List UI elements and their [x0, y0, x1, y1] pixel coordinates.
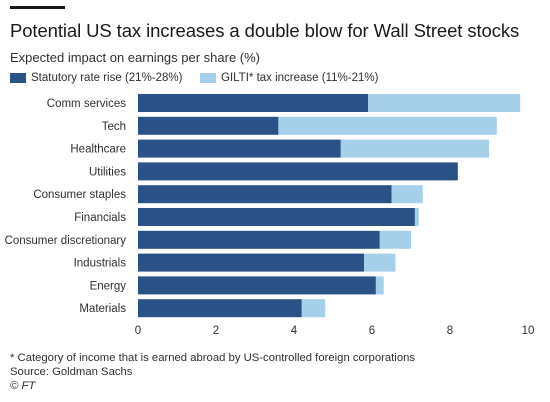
bar-gilti — [368, 94, 521, 112]
credit-text: © FT — [10, 380, 36, 392]
chart-subtitle: Expected impact on earnings per share (%… — [10, 50, 261, 65]
category-label: Comm services — [47, 98, 126, 110]
bar-statutory — [138, 299, 302, 318]
category-label: Tech — [102, 121, 126, 133]
legend-label-gilti: GILTI* tax increase (11%-21%) — [221, 72, 379, 84]
x-tick-label: 2 — [213, 325, 219, 337]
category-label: Consumer discretionary — [5, 235, 127, 247]
legend-item-statutory: Statutory rate rise (21%-28%) — [10, 72, 182, 84]
chart-title: Potential US tax increases a double blow… — [10, 20, 520, 41]
legend-label-statutory: Statutory rate rise (21%-28%) — [31, 72, 183, 84]
x-tick-label: 6 — [369, 325, 375, 337]
legend-item-gilti: GILTI* tax increase (11%-21%) — [200, 72, 378, 84]
bar-statutory — [138, 116, 279, 135]
x-tick-label: 4 — [291, 325, 298, 337]
bar-statutory — [138, 139, 341, 158]
legend-swatch-statutory — [10, 73, 26, 83]
x-tick-label: 10 — [522, 325, 535, 337]
bar-gilti — [414, 208, 419, 226]
bar-gilti — [391, 185, 423, 204]
chart-footer: * Category of income that is earned abro… — [10, 351, 415, 393]
legend-swatch-gilti — [200, 73, 216, 83]
category-label: Industrials — [74, 258, 127, 270]
bar-gilti — [379, 230, 411, 249]
bar-statutory — [138, 185, 392, 204]
category-label: Utilities — [89, 166, 126, 178]
bar-gilti — [375, 276, 384, 295]
bar-statutory — [138, 94, 369, 112]
category-label: Healthcare — [70, 144, 126, 156]
source-text: Source: Goldman Sachs — [10, 366, 133, 378]
bar-gilti — [364, 253, 396, 272]
bar-statutory — [138, 162, 458, 181]
footnote-text: * Category of income that is earned abro… — [10, 352, 416, 364]
category-label: Consumer staples — [33, 189, 126, 201]
bar-gilti — [278, 116, 497, 135]
bar-statutory — [138, 230, 380, 249]
x-tick-label: 8 — [447, 325, 453, 337]
x-tick-label: 0 — [135, 325, 141, 337]
bar-statutory — [138, 276, 376, 295]
bar-gilti — [301, 299, 326, 318]
category-label: Materials — [79, 303, 126, 315]
bar-gilti — [340, 139, 489, 158]
category-label: Financials — [74, 212, 126, 224]
bar-chart: Comm services Tech Healthcare Utilities Cons… — [5, 94, 535, 337]
header-rule — [10, 6, 65, 9]
bar-statutory — [138, 253, 365, 272]
category-label: Energy — [90, 280, 127, 292]
bar-statutory — [138, 208, 415, 226]
